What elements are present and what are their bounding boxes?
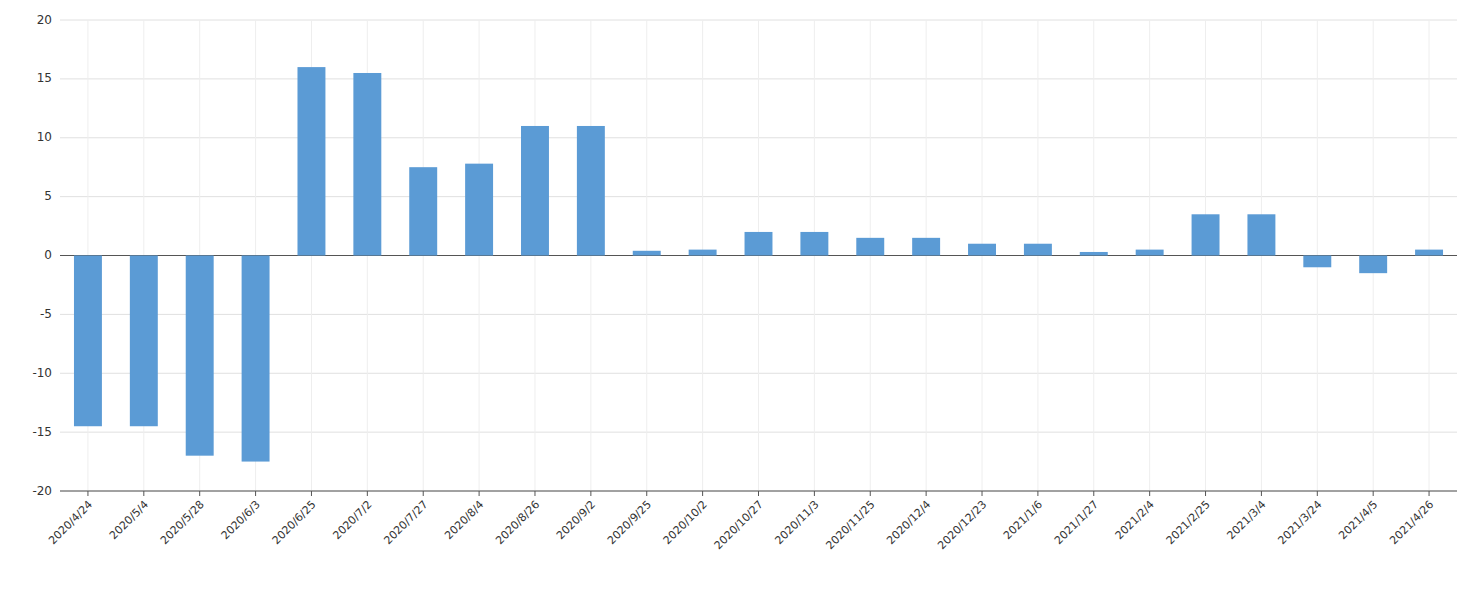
x-tick	[1037, 491, 1038, 496]
bar	[521, 126, 549, 256]
x-tick-label: 2020/10/2	[661, 498, 710, 547]
x-tick-label: 2020/7/2	[330, 498, 374, 542]
x-tick-label: 2020/4/24	[46, 498, 95, 547]
y-tick-label: 5	[44, 189, 52, 203]
x-tick-label: 2020/9/25	[605, 498, 654, 547]
bar	[968, 244, 996, 256]
x-tick-label: 2021/1/6	[1001, 498, 1045, 542]
x-tick-label: 2020/9/2	[554, 498, 598, 542]
bar	[800, 232, 828, 256]
bar	[689, 250, 717, 256]
x-tick-label: 2020/11/25	[823, 498, 877, 552]
bar	[856, 238, 884, 256]
y-tick-label: 15	[37, 71, 52, 85]
x-tick	[199, 491, 200, 496]
x-tick-label: 2020/5/4	[107, 498, 151, 542]
x-tick	[1093, 491, 1094, 496]
x-tick-label: 2021/4/5	[1336, 498, 1380, 542]
x-tick-label: 2021/1/27	[1052, 498, 1101, 547]
x-tick-label: 2020/12/4	[884, 498, 933, 547]
x-tick	[758, 491, 759, 496]
bar	[1247, 214, 1275, 255]
x-tick	[143, 491, 144, 496]
x-tick-label: 2021/4/26	[1387, 498, 1436, 547]
chart-svg: -20-15-10-5051015202020/4/242020/5/42020…	[0, 0, 1477, 591]
axes: -20-15-10-5051015202020/4/242020/5/42020…	[32, 13, 1457, 553]
x-tick	[479, 491, 480, 496]
bar	[912, 238, 940, 256]
bar	[409, 167, 437, 255]
bar	[242, 256, 270, 462]
bar	[186, 256, 214, 456]
bar	[1359, 256, 1387, 274]
x-tick	[1205, 491, 1206, 496]
x-tick-label: 2020/5/28	[158, 498, 207, 547]
bar	[633, 251, 661, 256]
bar	[465, 164, 493, 256]
chart-container: -20-15-10-5051015202020/4/242020/5/42020…	[0, 0, 1477, 591]
bar	[745, 232, 773, 256]
bar	[577, 126, 605, 256]
x-tick	[814, 491, 815, 496]
y-tick-label: -5	[40, 307, 52, 321]
y-tick-label: 0	[44, 248, 52, 262]
x-tick-label: 2020/10/27	[712, 498, 766, 552]
x-tick	[982, 491, 983, 496]
x-tick	[87, 491, 88, 496]
grid	[60, 20, 1457, 491]
y-tick-label: 20	[37, 13, 52, 27]
bar	[1415, 250, 1443, 256]
bar	[1192, 214, 1220, 255]
bar	[353, 73, 381, 256]
x-tick-label: 2021/3/4	[1225, 498, 1269, 542]
x-tick-label: 2020/8/26	[493, 498, 542, 547]
x-tick	[255, 491, 256, 496]
bar	[1136, 250, 1164, 256]
x-tick	[1429, 491, 1430, 496]
x-tick-label: 2020/6/3	[219, 498, 263, 542]
x-tick	[1261, 491, 1262, 496]
x-tick	[534, 491, 535, 496]
bar	[1024, 244, 1052, 256]
bar	[297, 67, 325, 255]
x-tick-label: 2020/12/23	[935, 498, 989, 552]
x-tick	[423, 491, 424, 496]
x-tick-label: 2021/2/4	[1113, 498, 1157, 542]
x-tick	[870, 491, 871, 496]
x-tick	[311, 491, 312, 496]
x-tick	[926, 491, 927, 496]
x-tick-label: 2020/8/4	[442, 498, 486, 542]
x-tick-label: 2021/3/24	[1275, 498, 1324, 547]
bar	[1080, 252, 1108, 256]
y-tick-label: -10	[32, 366, 52, 380]
x-tick-label: 2021/2/25	[1164, 498, 1213, 547]
x-tick-label: 2020/11/3	[773, 498, 822, 547]
x-tick-label: 2020/7/27	[381, 498, 430, 547]
x-tick	[702, 491, 703, 496]
bar	[1303, 256, 1331, 268]
x-tick	[590, 491, 591, 496]
y-tick-label: -15	[32, 425, 52, 439]
x-tick-label: 2020/6/25	[270, 498, 319, 547]
x-tick	[646, 491, 647, 496]
x-tick	[1373, 491, 1374, 496]
x-tick	[1317, 491, 1318, 496]
bar	[74, 256, 102, 427]
bar	[130, 256, 158, 427]
x-tick	[367, 491, 368, 496]
bars	[74, 67, 1443, 461]
x-tick	[1149, 491, 1150, 496]
y-tick-label: 10	[37, 130, 52, 144]
y-tick-label: -20	[32, 484, 52, 498]
